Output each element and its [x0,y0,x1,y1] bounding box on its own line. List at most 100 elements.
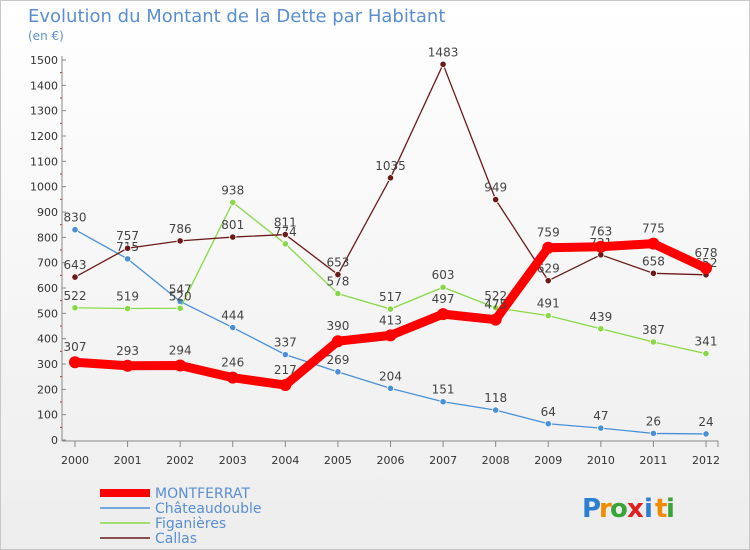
data-label: 439 [589,310,612,324]
data-point [229,323,237,332]
data-label: 517 [379,290,402,304]
x-tick-label: 2012 [692,454,720,467]
data-label: 801 [221,218,244,232]
y-tick-label: 0 [51,434,58,447]
series-layer: 8307155474443372692041511186447262452251… [64,45,718,438]
brand-letter: i [666,494,675,524]
x-tick-label: 2000 [61,454,89,467]
brand-letter: o [610,494,628,524]
data-point [439,283,447,291]
data-label: 444 [221,309,244,323]
data-label: 757 [116,229,139,243]
brand-letter: x [627,494,644,524]
data-label: 763 [589,225,612,239]
brand-letter: P [582,494,601,524]
data-label: 603 [432,268,455,282]
data-point [386,384,395,392]
y-tick-label: 1500 [30,54,58,67]
data-label: 390 [326,319,349,333]
data-point [544,277,552,285]
data-label: 775 [642,222,665,236]
data-label: 547 [169,282,192,296]
data-label: 64 [541,405,556,419]
data-label: 578 [326,275,349,289]
data-label: 786 [169,222,192,236]
y-tick-label: 1100 [30,155,58,168]
data-label: 24 [698,415,713,429]
data-point [702,350,710,358]
data-label: 47 [593,409,608,423]
data-label: 522 [64,289,87,303]
data-point [492,195,500,204]
x-tick-label: 2006 [377,454,405,467]
chart-title: Evolution du Montant de la Dette par Hab… [28,6,445,27]
data-point [542,241,555,254]
data-point [597,325,605,333]
data-label: 938 [221,183,244,197]
legend-label: Callas [155,531,197,547]
data-point [281,230,289,239]
data-point [386,174,395,182]
legend-label: MONTFERRAT [155,486,250,502]
x-tick-label: 2002 [166,454,194,467]
data-point [123,304,132,313]
data-label: 678 [695,246,718,260]
data-label: 269 [326,353,349,367]
data-label: 497 [432,292,455,306]
data-label: 341 [695,335,718,349]
axes: 0 100 200 300 400 500 600 700 800 900 1000 1100 1200… [30,54,720,467]
y-tick-label: 600 [37,282,58,295]
y-tick-label: 1400 [30,79,58,92]
data-point [439,398,447,406]
data-point [331,335,344,348]
x-tick-label: 2003 [219,454,247,467]
data-point [384,329,397,342]
x-tick-label: 2008 [482,454,510,467]
data-label: 118 [484,391,507,405]
x-tick-label: 2001 [114,454,142,467]
y-tick-label: 300 [37,358,58,371]
data-point [279,379,292,392]
y-tick-label: 1200 [30,130,58,143]
data-point [123,255,132,263]
data-label: 293 [116,344,139,358]
data-label: 811 [274,216,297,230]
data-label: 1483 [428,45,459,59]
data-point [281,240,289,248]
data-point [439,60,447,68]
data-point [544,312,552,320]
data-point [334,368,342,376]
x-tick-label: 2010 [587,454,615,467]
x-tick-label: 2011 [639,454,667,467]
brand-logo: Pro x i ti [582,494,675,524]
data-point [334,289,342,298]
y-tick-label: 200 [37,383,58,396]
data-label: 307 [64,340,87,354]
data-point [702,430,710,438]
data-label: 629 [537,262,560,276]
data-label: 337 [274,336,297,350]
data-label: 522 [484,289,507,303]
data-label: 491 [537,297,560,311]
y-tick-label: 900 [37,206,58,219]
y-tick-label: 100 [37,409,58,422]
data-point [226,371,239,384]
data-label: 1035 [375,159,406,173]
data-label: 643 [64,258,87,272]
data-label: 294 [169,344,192,358]
y-tick-label: 400 [37,333,58,346]
data-point [69,356,81,369]
data-label: 519 [116,290,139,304]
x-tick-label: 2007 [429,454,457,467]
data-label: 217 [274,363,297,377]
data-point [71,304,79,312]
data-point [544,420,552,428]
data-point [176,237,184,245]
y-tick-label: 800 [37,231,58,244]
data-point [121,359,134,372]
data-point [229,233,237,241]
series-2: 522519520938774578517603522491439387341 [64,183,718,358]
